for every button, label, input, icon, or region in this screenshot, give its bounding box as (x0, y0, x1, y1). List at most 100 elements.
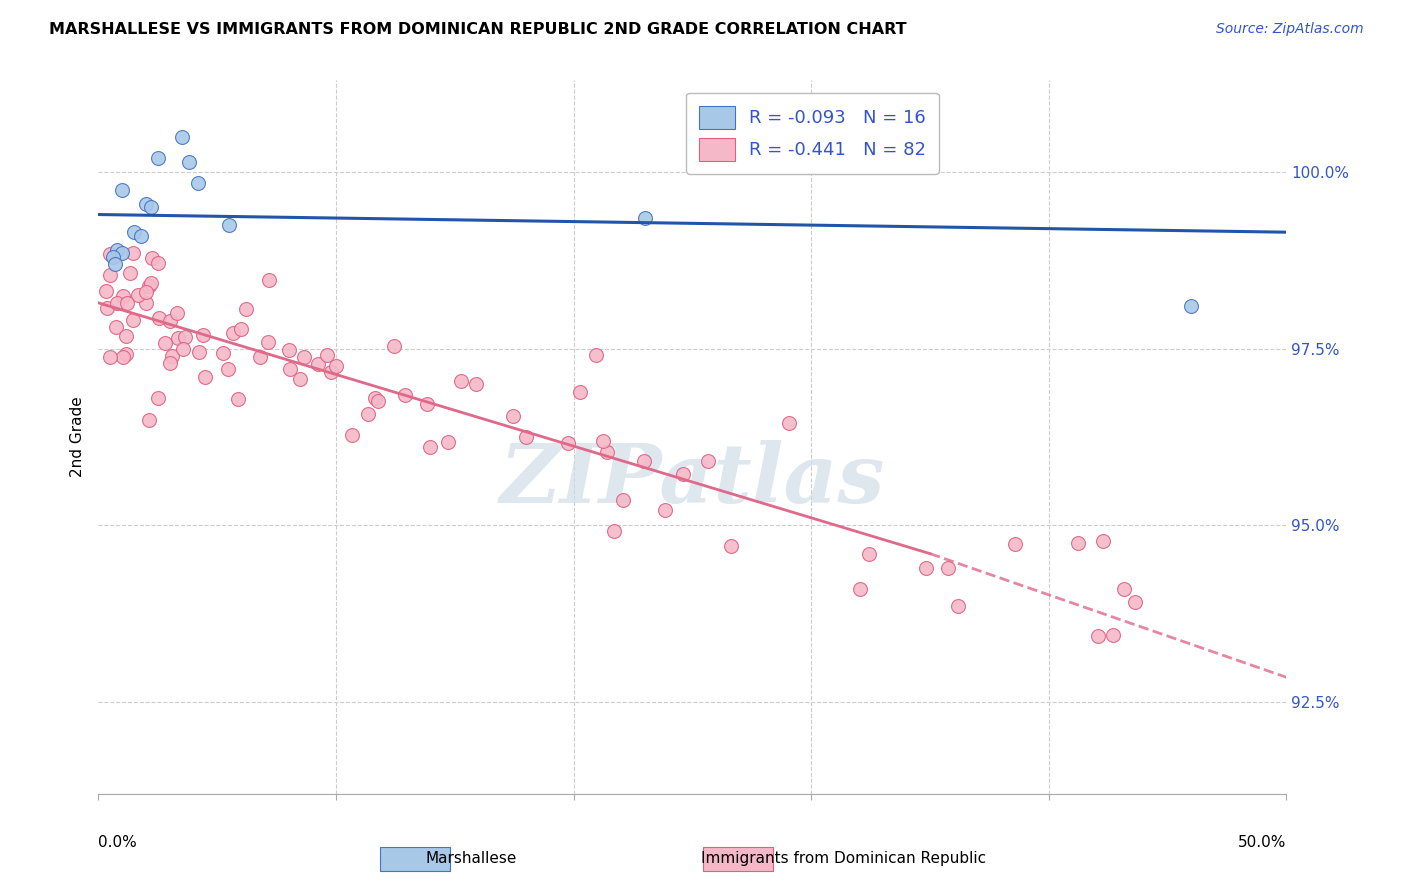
Point (170, 129, 193, 144)
Point (111, 183, 134, 197)
Text: ZIPatlas: ZIPatlas (499, 440, 886, 520)
Point (120, 266, 142, 280)
Point (292, 350, 315, 364)
Point (194, 369, 217, 384)
Point (229, 321, 252, 335)
Point (596, 444, 619, 458)
Point (697, 454, 720, 468)
Point (111, 350, 134, 364)
Point (364, 391, 387, 405)
Point (122, 246, 145, 260)
Point (235, 301, 257, 316)
Point (394, 388, 416, 402)
Point (437, 435, 460, 450)
Point (226, 392, 249, 407)
Point (139, 201, 162, 215)
Point (720, 539, 742, 553)
Legend: R = -0.093   N = 16, R = -0.441   N = 82: R = -0.093 N = 16, R = -0.441 N = 82 (686, 93, 939, 174)
Point (946, 599, 969, 614)
Text: 0.0%: 0.0% (98, 836, 138, 850)
Point (217, 361, 239, 376)
Point (382, 339, 405, 353)
Point (515, 430, 537, 444)
Point (129, 228, 152, 243)
Point (148, 391, 170, 405)
Point (166, 306, 188, 320)
Point (222, 326, 245, 340)
Point (98, 268, 121, 282)
Point (187, 176, 209, 190)
Point (416, 396, 439, 410)
Point (107, 243, 129, 257)
Point (96, 301, 118, 316)
Point (105, 319, 128, 334)
Point (172, 342, 194, 356)
Point (915, 561, 938, 575)
Point (1004, 537, 1026, 551)
Point (98, 351, 121, 365)
Point (249, 350, 271, 364)
Text: 50.0%: 50.0% (1239, 836, 1286, 850)
Point (146, 151, 169, 165)
Point (114, 329, 136, 343)
Point (633, 454, 655, 468)
Point (1092, 534, 1115, 549)
Point (218, 218, 240, 232)
Text: Immigrants from Dominican Republic: Immigrants from Dominican Republic (702, 851, 986, 865)
Text: MARSHALLESE VS IMMIGRANTS FROM DOMINICAN REPUBLIC 2ND GRADE CORRELATION CHART: MARSHALLESE VS IMMIGRANTS FROM DOMINICAN… (49, 22, 907, 37)
Point (98, 246, 121, 260)
Point (104, 257, 127, 271)
Point (111, 246, 134, 260)
Point (159, 356, 181, 370)
Point (115, 296, 138, 310)
Point (159, 313, 181, 327)
Point (101, 250, 124, 264)
Point (257, 334, 280, 349)
Point (634, 211, 657, 225)
Point (569, 384, 592, 399)
Point (848, 582, 870, 597)
Point (148, 310, 170, 325)
Point (419, 440, 441, 454)
Point (357, 407, 380, 421)
Point (257, 273, 280, 287)
Point (671, 467, 693, 481)
Point (111, 289, 134, 303)
Point (115, 347, 138, 361)
Point (858, 547, 880, 561)
Point (135, 296, 157, 310)
Point (1180, 299, 1202, 313)
Point (94, 284, 117, 298)
Point (1123, 595, 1146, 609)
Point (160, 349, 183, 363)
Point (138, 413, 160, 427)
Point (1102, 628, 1125, 642)
Point (107, 295, 129, 310)
Point (148, 256, 170, 270)
Point (122, 225, 145, 239)
Point (316, 348, 339, 362)
Point (141, 251, 163, 265)
Point (193, 328, 215, 343)
Text: Source: ZipAtlas.com: Source: ZipAtlas.com (1216, 22, 1364, 37)
Point (936, 561, 959, 575)
Point (121, 313, 143, 327)
Point (1112, 582, 1135, 597)
Point (288, 372, 311, 386)
Point (464, 377, 486, 392)
Point (340, 428, 363, 442)
Point (367, 394, 389, 409)
Point (319, 365, 342, 379)
Point (654, 502, 676, 516)
Point (592, 434, 614, 448)
Point (212, 346, 235, 360)
Point (188, 345, 211, 359)
Point (612, 493, 634, 508)
Point (1067, 536, 1090, 550)
Point (138, 279, 160, 293)
Point (166, 331, 188, 345)
Point (135, 285, 157, 299)
Point (502, 409, 524, 424)
Point (450, 375, 472, 389)
Point (127, 287, 149, 301)
